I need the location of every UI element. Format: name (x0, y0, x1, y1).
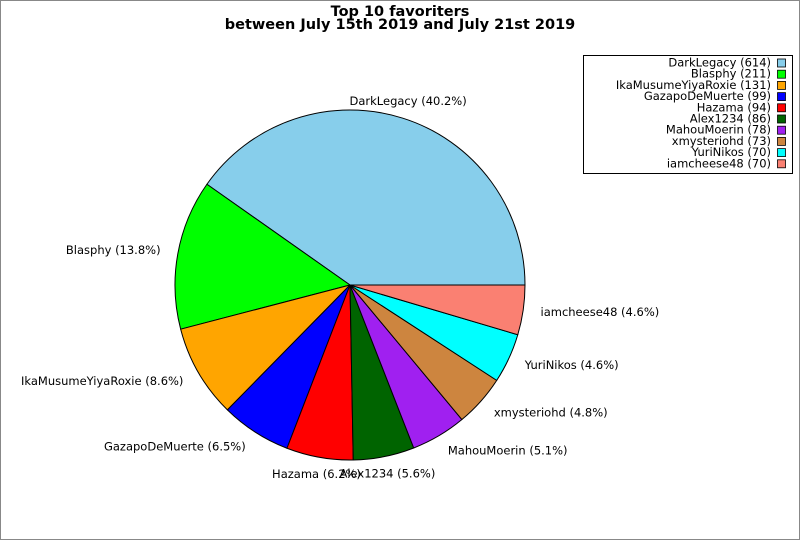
slice (174, 183, 351, 330)
legend-swatch (777, 148, 786, 158)
slice-label: GazapoDeMuerte (6.5%) (104, 439, 246, 453)
slice (180, 284, 351, 411)
legend-swatch (777, 103, 786, 113)
slice-label: IkaMusumeYiyaRoxie (8.6%) (21, 374, 183, 388)
slice-label: Hazama (6.2%) (272, 467, 361, 481)
legend-label: xmysteriohd (73) (672, 134, 771, 148)
legend-label: Hazama (94) (697, 100, 771, 114)
legend-label: IkaMusumeYiyaRoxie (131) (616, 78, 771, 92)
pie: DarkLegacy (40.2%) Blasphy (13.8%) IkaMusu… (21, 94, 659, 481)
legend-swatch (777, 159, 786, 169)
chart-subtitle: between July 15th 2019 and July 21st 201… (225, 17, 576, 33)
legend-label: YuriNikos (70) (691, 145, 771, 159)
legend-label: Blasphy (211) (691, 67, 771, 81)
slice-label: MahouMoerin (5.1%) (448, 443, 568, 457)
legend-label: iamcheese48 (70) (667, 156, 771, 170)
legend-swatch (777, 69, 786, 79)
legend-label: GazapoDeMuerte (99) (644, 89, 771, 103)
slice-label: xmysteriohd (4.8%) (494, 405, 608, 419)
slice-label: iamcheese48 (4.6%) (541, 305, 660, 319)
legend-label: MahouMoerin (78) (666, 123, 771, 137)
chart-title: Top 10 favoriters (331, 4, 470, 20)
slice (206, 109, 526, 286)
slice-label: Alex1234 (5.6%) (339, 466, 435, 480)
legend-swatch (777, 58, 786, 68)
legend-swatch (777, 136, 786, 146)
legend-box (583, 55, 793, 174)
legend-swatch (777, 92, 786, 101)
legend-swatch (777, 125, 786, 135)
slice-label: Blasphy (13.8%) (66, 243, 161, 257)
legend-swatch (777, 114, 786, 124)
legend-label: Alex1234 (86) (690, 112, 771, 126)
slice-label: YuriNikos (4.6%) (524, 358, 619, 372)
legend-label: DarkLegacy (614) (668, 56, 771, 70)
legend-swatch (777, 81, 786, 90)
slice-label: DarkLegacy (40.2%) (350, 94, 467, 108)
slice (349, 284, 526, 336)
legend: DarkLegacy (614)Blasphy (211)IkaMusumeYi… (583, 55, 793, 174)
